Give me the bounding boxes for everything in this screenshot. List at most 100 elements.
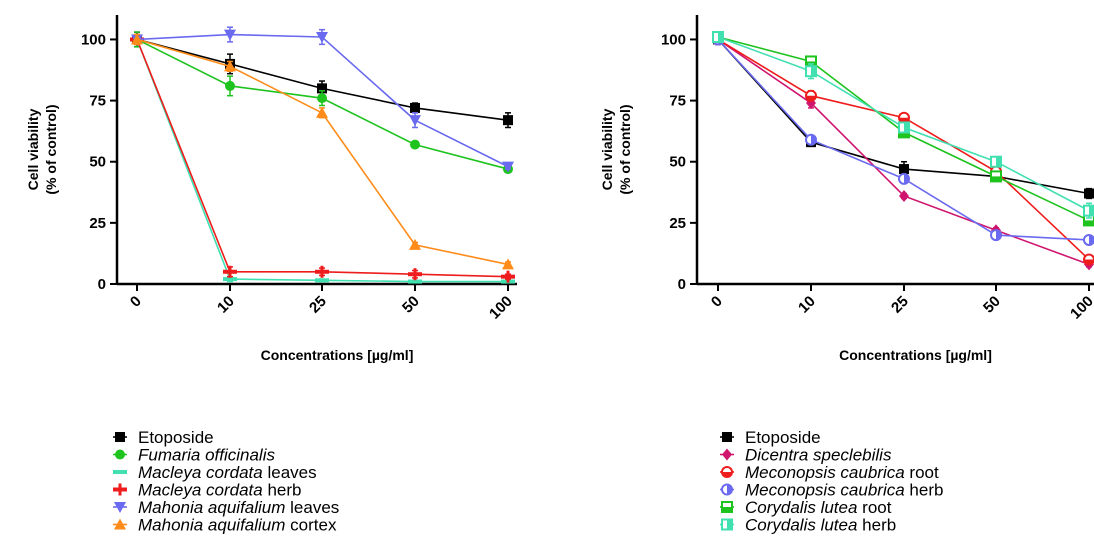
data-point-fill: [718, 32, 723, 43]
series-5: [712, 31, 1094, 219]
y-tick-label: 100: [81, 31, 106, 48]
legend-marker: [114, 502, 126, 513]
legend-label-italic: Macleya cordata: [138, 463, 263, 482]
data-point: [502, 161, 514, 173]
legend-label: Meconopsis caubrica root: [745, 463, 939, 482]
data-point: [990, 229, 1002, 242]
data-point-fill: [996, 156, 1001, 167]
data-point: [408, 268, 422, 281]
legend-label-plain: herb: [905, 481, 944, 500]
legend-entry: Corydalis lutea herb: [720, 516, 896, 535]
series-3: [712, 33, 1094, 246]
data-point: [409, 238, 421, 250]
y-axis-title-line2: (% of control): [617, 104, 633, 194]
data-point: [131, 33, 143, 45]
series-1: [713, 33, 1094, 271]
legend-entry: Etoposide: [720, 428, 821, 447]
legend-label-italic: Mahonia aquifalium: [138, 498, 285, 517]
data-point: [317, 93, 327, 104]
data-point: [805, 89, 817, 102]
data-point-fill: [899, 132, 909, 138]
legend-entry: Corydalis lutea root: [720, 498, 892, 517]
data-point: [225, 80, 235, 91]
series-line: [717, 38, 1090, 241]
series-line: [136, 38, 509, 266]
x-axis-title: Concentrations [µg/ml]: [261, 347, 414, 363]
legend-marker: [113, 483, 127, 496]
data-point-v: [320, 265, 324, 278]
legend-label: Etoposide: [138, 428, 214, 447]
y-axis-title-line2: (% of control): [43, 104, 59, 194]
data-point: [805, 133, 817, 146]
y-tick-label: 75: [669, 93, 686, 110]
x-tick-label: 0: [708, 293, 726, 311]
legend-marker-fill: [722, 507, 732, 512]
legend-entry: Mahonia aquifalium leaves: [113, 498, 339, 517]
legend-entry: Dicentra speclebilis: [720, 446, 892, 465]
data-point: [223, 265, 237, 278]
data-point: [316, 106, 328, 118]
legend-label-plain: root: [857, 498, 891, 517]
series-line: [136, 39, 508, 283]
data-point: [712, 31, 724, 44]
legend-entry: Meconopsis caubrica root: [720, 463, 939, 482]
legend-entry: Etoposide: [113, 428, 214, 447]
legend-label-plain: leaves: [285, 498, 339, 517]
y-axis-title: Cell viability (% of control): [599, 104, 633, 194]
legend-marker: [115, 432, 125, 442]
legend-label: Etoposide: [745, 428, 821, 447]
x-tick-label: 50: [980, 293, 1004, 317]
data-point: [317, 83, 327, 94]
data-point: [224, 29, 236, 41]
chart-left: 0 25 50 75 100 0 10 25 50 100 Cell viability (% of …: [25, 15, 517, 535]
data-point: [502, 258, 514, 270]
legend-entry: Macleya cordata leaves: [113, 463, 317, 482]
x-tick-label: 50: [399, 293, 423, 317]
data-point: [1083, 253, 1094, 266]
data-point: [409, 115, 421, 127]
x-tick-label: 25: [306, 293, 330, 317]
y-axis-title: Cell viability (% of control): [25, 104, 59, 194]
series-line: [717, 38, 1090, 261]
x-tick-label: 10: [214, 293, 238, 317]
series-3: [130, 33, 515, 283]
data-point-fill: [811, 66, 816, 77]
data-point: [1084, 188, 1094, 199]
legend-marker: [113, 470, 127, 474]
legend-marker-fill: [722, 472, 732, 477]
data-point: [899, 164, 909, 175]
data-point: [1083, 204, 1094, 217]
series-2: [130, 33, 515, 284]
legend-marker: [115, 449, 125, 460]
legend-label-italic: Corydalis lutea: [745, 516, 857, 535]
legend-label-italic: Meconopsis caubrica: [745, 481, 905, 500]
data-point: [990, 155, 1002, 168]
data-point-fill: [996, 230, 1001, 241]
legend-entry: Meconopsis caubrica herb: [720, 481, 943, 500]
legend-label-plain: leaves: [263, 463, 317, 482]
data-point: [1083, 233, 1094, 246]
data-point: [501, 270, 515, 283]
legend-label: Corydalis lutea herb: [745, 516, 896, 535]
series-line: [136, 39, 509, 278]
data-point: [898, 172, 910, 185]
legend-label-italic: Fumaria officinalis: [138, 446, 275, 465]
y-axis-title-line1: Cell viability: [25, 108, 41, 190]
x-tick-label: 10: [795, 293, 819, 317]
data-point-v: [413, 268, 417, 281]
legend-marker: [722, 448, 732, 461]
legend-marker: [721, 501, 733, 513]
legend-label: Fumaria officinalis: [138, 446, 275, 465]
legend-label-italic: Mahonia aquifalium: [138, 516, 285, 535]
legend-label-plain: cortex: [285, 516, 337, 535]
legend-label-plain: Etoposide: [745, 428, 821, 447]
y-tick-label: 50: [669, 154, 686, 171]
y-tick-label: 25: [89, 215, 106, 232]
data-point: [410, 139, 420, 150]
data-point-fill: [1084, 220, 1094, 226]
x-axis-title: Concentrations [µg/ml]: [839, 347, 992, 363]
legend-label-plain: root: [905, 463, 939, 482]
legend-label: Macleya cordata herb: [138, 481, 301, 500]
legend-label-plain: herb: [263, 481, 302, 500]
